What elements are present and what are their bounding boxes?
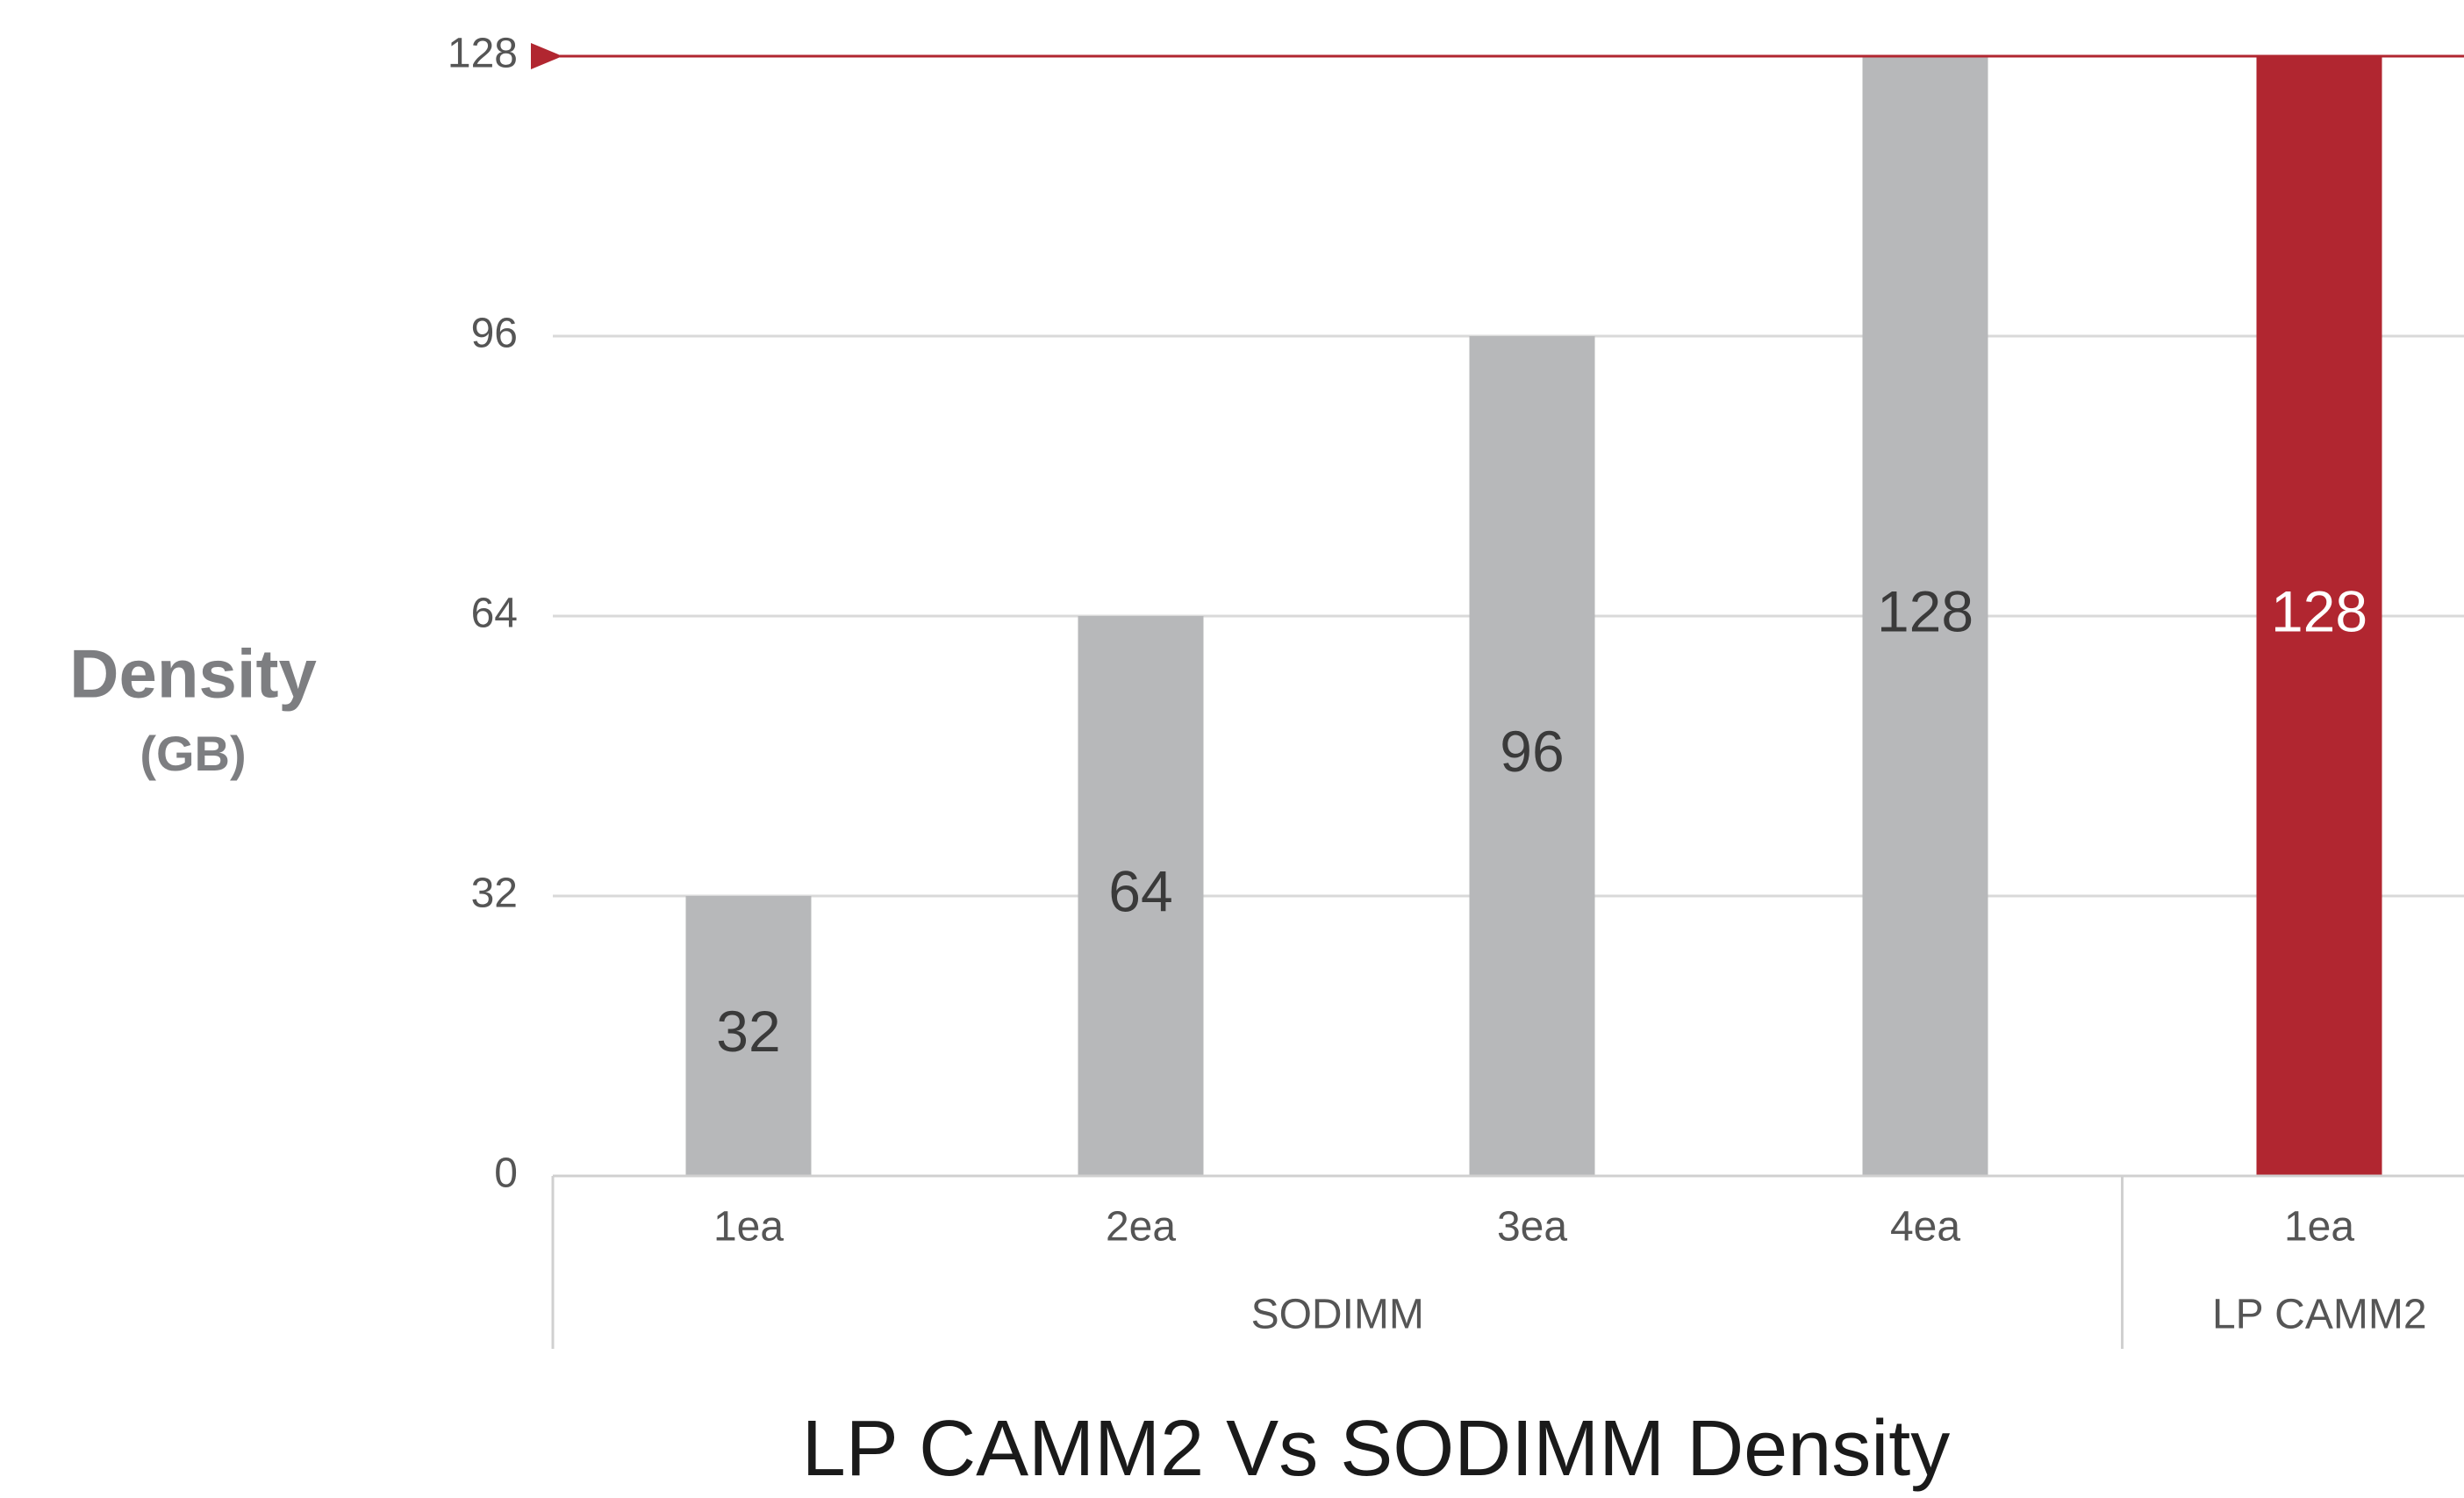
x-tick-label: 4ea	[1890, 1204, 1960, 1251]
data-label: 64	[1108, 858, 1172, 923]
y-tick-label: 32	[471, 871, 518, 917]
y-tick-label: 64	[471, 591, 518, 637]
chart-title: LP CAMM2 Vs SODIMM Density	[802, 1405, 1951, 1493]
y-tick-label: 0	[494, 1150, 518, 1197]
bar	[1469, 336, 1595, 1176]
y-tick-label: 96	[471, 311, 518, 357]
x-tick-label: 1ea	[713, 1204, 784, 1251]
group-label: SODIMM	[1251, 1292, 1424, 1338]
group-label: LP CAMM2	[2212, 1292, 2427, 1338]
bar	[2256, 56, 2382, 1176]
y-tick-label: 128	[448, 31, 518, 77]
data-label: 32	[716, 999, 780, 1064]
bar	[1862, 56, 1988, 1176]
y-axis-label: Density	[69, 635, 317, 713]
y-axis-unit: (GB)	[140, 726, 246, 781]
bar	[1078, 616, 1204, 1176]
x-tick-label: 2ea	[1106, 1204, 1176, 1251]
data-label: 128	[1877, 578, 1973, 643]
bar	[685, 896, 812, 1176]
x-tick-label: 1ea	[2284, 1204, 2354, 1251]
x-tick-label: 3ea	[1497, 1204, 1567, 1251]
data-label: 96	[1500, 719, 1564, 784]
data-label: 128	[2271, 578, 2367, 643]
